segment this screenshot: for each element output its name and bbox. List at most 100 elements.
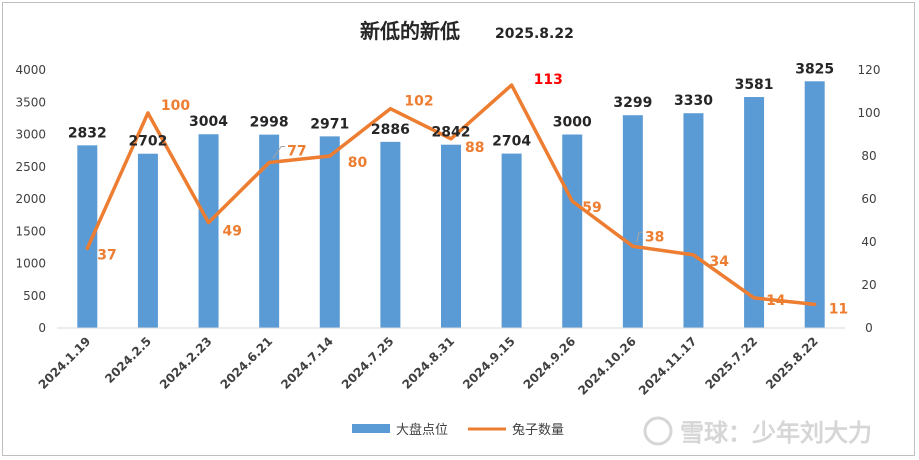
y-left-tick-label: 500 — [23, 289, 46, 303]
y-right-tick-label: 60 — [861, 192, 876, 206]
line-point — [85, 246, 89, 250]
y-axis-right: 0 20 40 60 80 100 120 — [858, 63, 881, 335]
line-point — [813, 302, 817, 306]
line-data-label: 102 — [404, 94, 433, 110]
x-axis: 2024.1.19 2024.2.5 2024.2.23 2024.6.21 2024.… — [36, 334, 821, 398]
x-tick-label: 2024.7.25 — [339, 334, 397, 392]
bar — [501, 153, 522, 328]
line-point — [752, 296, 756, 300]
x-tick-label: 2024.6.21 — [218, 334, 276, 392]
x-tick-label: 2024.8.31 — [399, 334, 457, 392]
line-point — [449, 137, 453, 141]
line-data-label: 49 — [223, 224, 242, 240]
bar — [380, 141, 401, 328]
line-data-label: 80 — [348, 155, 368, 171]
y-right-tick-label: 80 — [861, 149, 876, 163]
bar-data-label: 2998 — [250, 115, 289, 131]
x-tick-label: 2025.8.22 — [763, 334, 821, 392]
bar — [744, 97, 765, 328]
line-point — [570, 199, 574, 203]
legend-swatch-bar — [352, 424, 390, 433]
watermark-text: 雪球：少年刘大力 — [680, 419, 872, 447]
line-point — [691, 253, 695, 257]
line-point — [328, 154, 332, 158]
x-tick-label: 2025.7.22 — [703, 334, 761, 392]
x-tick-label: 2024.10.26 — [575, 334, 639, 398]
bar — [562, 134, 583, 328]
line-label-leader — [636, 231, 643, 243]
line-point — [510, 83, 514, 87]
bar — [441, 144, 461, 328]
x-tick-label: 2024.2.5 — [102, 334, 154, 386]
bar — [622, 115, 643, 328]
line-data-label: 37 — [97, 247, 116, 263]
bar-data-labels: 2832 2702 3004 2998 2971 2886 2842 2704 3000 3299… — [68, 61, 834, 149]
y-right-tick-label: 0 — [865, 321, 873, 335]
line-point — [207, 221, 211, 225]
line-label-leader — [272, 145, 286, 159]
line-point — [146, 111, 150, 115]
line-data-labels: 37 100 49 77 80 102 88 113 59 38 34 14 11 — [97, 72, 848, 317]
bar-data-label: 2702 — [128, 134, 167, 150]
y-left-tick-label: 2500 — [15, 160, 46, 174]
line-data-label: 100 — [161, 98, 190, 114]
line-data-label: 34 — [709, 254, 729, 270]
bar-data-label: 3825 — [795, 61, 834, 77]
bar-data-label: 2704 — [492, 134, 531, 150]
bar-data-label: 2842 — [432, 125, 471, 141]
line-series — [85, 83, 817, 307]
x-tick-label: 2024.9.26 — [521, 334, 579, 392]
y-left-tick-label: 1000 — [15, 257, 46, 271]
bar-data-label: 3330 — [674, 93, 713, 109]
watermark: 雪球：少年刘大力 — [643, 416, 872, 447]
bar-data-label: 2971 — [310, 116, 349, 132]
x-tick-label: 2024.2.23 — [157, 334, 215, 392]
bar — [77, 145, 98, 328]
legend-label-line: 兔子数量 — [512, 423, 564, 438]
line-data-label: 11 — [829, 301, 848, 317]
bar — [198, 134, 219, 328]
y-left-tick-label: 0 — [38, 321, 46, 335]
y-axis-left: 0 500 1000 1500 2000 2500 3000 3500 4000 — [15, 63, 46, 335]
y-left-tick-label: 3500 — [15, 95, 46, 109]
bar-data-label: 3000 — [553, 115, 592, 131]
y-left-tick-label: 4000 — [15, 63, 46, 77]
line-data-label: 38 — [645, 229, 664, 245]
x-tick-label: 2024.1.19 — [36, 334, 94, 392]
bar-data-label: 3299 — [613, 95, 652, 111]
bar — [804, 81, 825, 328]
x-tick-label: 2024.7.14 — [278, 334, 336, 392]
y-right-tick-label: 20 — [861, 278, 876, 292]
line-point — [631, 244, 635, 248]
line-point — [267, 160, 271, 164]
line-data-label: 88 — [465, 140, 484, 156]
y-left-tick-label: 2000 — [15, 192, 46, 206]
chart-subtitle: 2025.8.22 — [495, 26, 574, 42]
legend: 大盘点位 兔子数量 — [352, 422, 564, 438]
y-right-tick-label: 120 — [858, 63, 881, 77]
legend-label-bar: 大盘点位 — [396, 422, 448, 438]
bar-series — [77, 81, 825, 328]
chart-title: 新低的新低 — [360, 19, 460, 43]
bar — [683, 113, 704, 328]
x-tick-label: 2024.9.15 — [460, 334, 518, 392]
y-right-tick-label: 40 — [861, 235, 876, 249]
bar-data-label: 3004 — [189, 114, 228, 130]
line-data-label: 59 — [582, 200, 601, 216]
line-point — [388, 107, 392, 111]
y-right-tick-label: 100 — [858, 106, 881, 120]
bar — [137, 153, 158, 328]
bar-data-label: 3581 — [735, 77, 774, 93]
bar-data-label: 2886 — [371, 122, 410, 138]
watermark-logo-icon — [643, 416, 673, 446]
y-left-tick-label: 3000 — [15, 128, 46, 142]
line-data-label: 14 — [766, 293, 786, 309]
bar — [259, 134, 280, 328]
bar-data-label: 2832 — [68, 125, 107, 141]
line-data-label: 77 — [287, 143, 306, 159]
line-data-label: 113 — [534, 72, 563, 88]
bar — [319, 136, 340, 328]
x-tick-label: 2024.11.17 — [636, 334, 700, 398]
y-left-tick-label: 1500 — [15, 224, 46, 238]
